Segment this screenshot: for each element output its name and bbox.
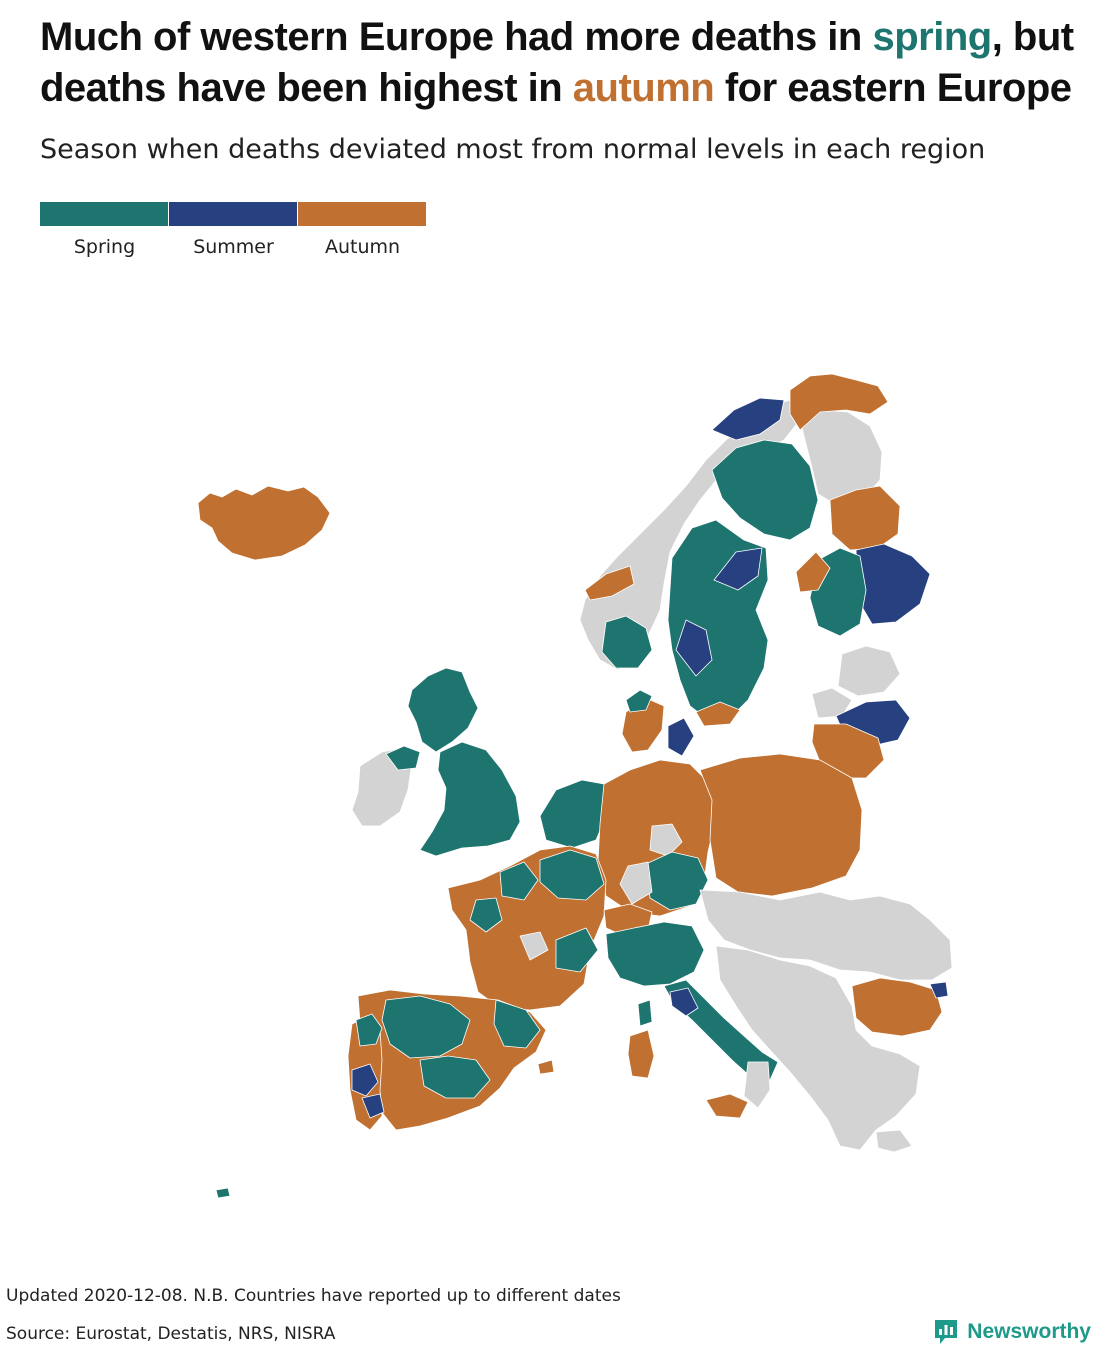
region-france-south (555, 927, 599, 973)
region-finland-north (829, 485, 901, 551)
legend-swatch-autumn (298, 202, 426, 226)
region-balearics (537, 1059, 555, 1075)
region-finland-west (795, 551, 831, 593)
region-finland-east (855, 543, 931, 625)
region-england-wales (419, 741, 521, 857)
chart-subtitle: Season when deaths deviated most from no… (40, 134, 986, 165)
region-greece-islands (875, 1129, 913, 1153)
region-france-west (469, 897, 503, 933)
region-italy-south-grey (743, 1061, 771, 1109)
footer-updated-note: Updated 2020-12-08. N.B. Countries have … (6, 1286, 621, 1306)
region-spain-east (493, 999, 541, 1049)
region-sweden-summer (713, 547, 763, 591)
region-sicily (705, 1093, 749, 1119)
region-italy-north (605, 921, 705, 987)
region-denmark-north (625, 689, 653, 713)
region-norway-south (601, 615, 653, 669)
region-bavaria (645, 851, 709, 911)
region-portugal-south-summer (361, 1093, 385, 1119)
region-portugal-north (355, 1013, 383, 1047)
region-sweden-south (695, 701, 741, 727)
region-bulgaria-summer (929, 981, 949, 999)
title-autumn-word: autumn (572, 66, 715, 110)
region-finland-lapland (799, 409, 883, 507)
bar-chart-speech-icon (935, 1320, 958, 1344)
region-finnmark (789, 373, 889, 431)
legend-swatch-spring (40, 202, 168, 226)
region-scotland (407, 667, 479, 753)
region-france-centre (519, 931, 549, 961)
region-northern-ireland (385, 745, 421, 771)
region-estonia (837, 645, 901, 697)
region-spain-centre (419, 1055, 491, 1099)
region-italy-summer (669, 987, 699, 1017)
legend-label-spring: Spring (73, 236, 136, 258)
region-zealand (667, 717, 695, 757)
legend-label-autumn: Autumn (324, 236, 401, 258)
legend-item-summer: Summer (169, 202, 298, 258)
region-thuringia (649, 823, 683, 857)
region-spain-north (381, 995, 471, 1059)
region-sardinia (627, 1029, 655, 1079)
region-canary-islands (215, 1187, 231, 1199)
legend-item-autumn: Autumn (298, 202, 427, 258)
legend-label-summer: Summer (193, 236, 274, 258)
europe-map (197, 373, 953, 1199)
region-lithuania (811, 723, 885, 779)
region-norway-north (711, 397, 785, 441)
brand-logo: Newsworthy (933, 1318, 1091, 1346)
region-latvia (811, 687, 853, 719)
region-benelux (539, 779, 609, 849)
region-poland (699, 753, 863, 897)
region-sweden-north (711, 439, 819, 541)
region-balkans-grey (715, 945, 921, 1151)
region-corsica (637, 999, 653, 1027)
region-iceland (197, 485, 331, 561)
chart-title: Much of western Europe had more deaths i… (40, 15, 1074, 110)
region-france-east (539, 849, 605, 901)
legend-swatch-summer (169, 202, 297, 226)
region-central-europe-grey (699, 889, 953, 981)
region-france-north (499, 861, 539, 901)
legend-item-spring: Spring (40, 202, 169, 258)
title-spring-word: spring (872, 15, 992, 59)
footer-source: Source: Eurostat, Destatis, NRS, NISRA (6, 1324, 336, 1344)
legend: Spring Summer Autumn (40, 202, 427, 258)
region-saxony (619, 861, 653, 905)
region-sweden-west-summer (675, 619, 713, 677)
region-bulgaria (851, 977, 943, 1037)
brand-name: Newsworthy (967, 1320, 1091, 1343)
region-norway-west (584, 565, 635, 601)
region-portugal-summer (351, 1063, 379, 1097)
